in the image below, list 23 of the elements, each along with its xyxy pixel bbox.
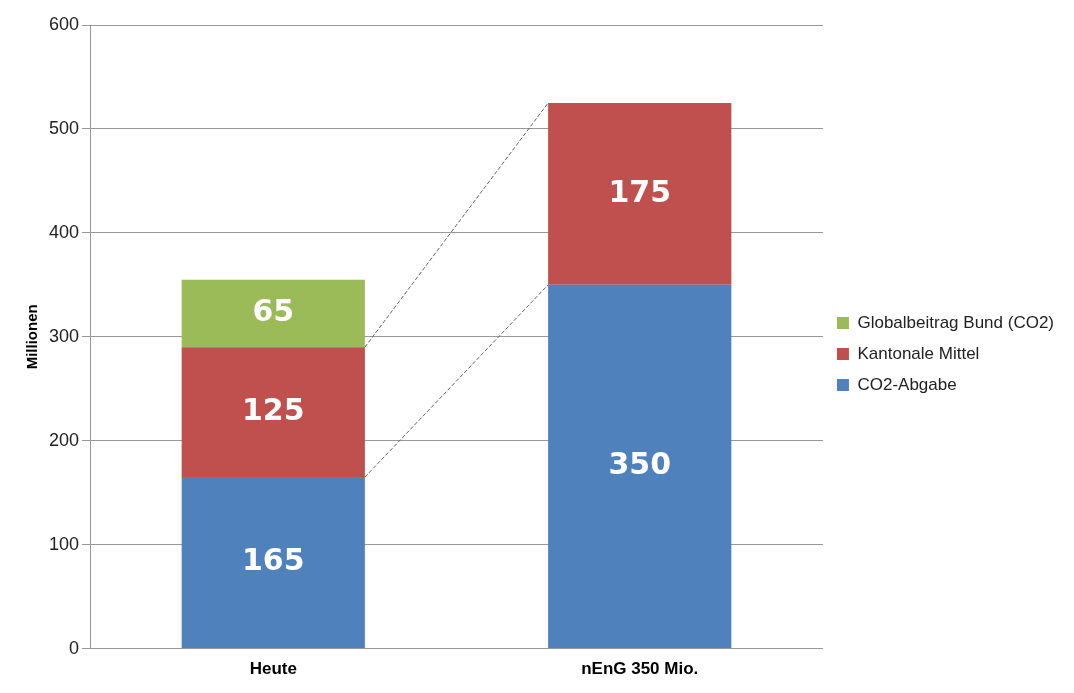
y-tick-label: 500 (48, 117, 80, 138)
legend-label: Globalbeitrag Bund (CO2) (857, 312, 1054, 332)
bar (548, 284, 732, 649)
x-tick-label: nEnG 350 Mio. (581, 659, 699, 679)
y-tick-label: 100 (48, 533, 80, 554)
y-tick-label: 0 (69, 637, 80, 658)
bar (181, 347, 365, 478)
bar (548, 102, 732, 285)
y-tick-label: 200 (48, 429, 80, 450)
y-axis-title: Millionen (23, 304, 41, 370)
data-label: 165 (241, 542, 305, 578)
data-label: 65 (252, 293, 295, 329)
x-tick-label: Heute (249, 659, 297, 679)
data-label: 350 (608, 446, 672, 482)
data-label: 175 (608, 173, 672, 209)
y-tick-label: 600 (48, 13, 80, 34)
y-tick-label: 400 (48, 221, 80, 242)
data-label: 125 (241, 391, 305, 427)
bar (181, 477, 365, 649)
bar (181, 279, 365, 348)
y-tick-label: 300 (48, 325, 80, 346)
legend-label: CO2-Abgabe (857, 374, 957, 394)
legend-label: Kantonale Mittel (857, 343, 980, 363)
